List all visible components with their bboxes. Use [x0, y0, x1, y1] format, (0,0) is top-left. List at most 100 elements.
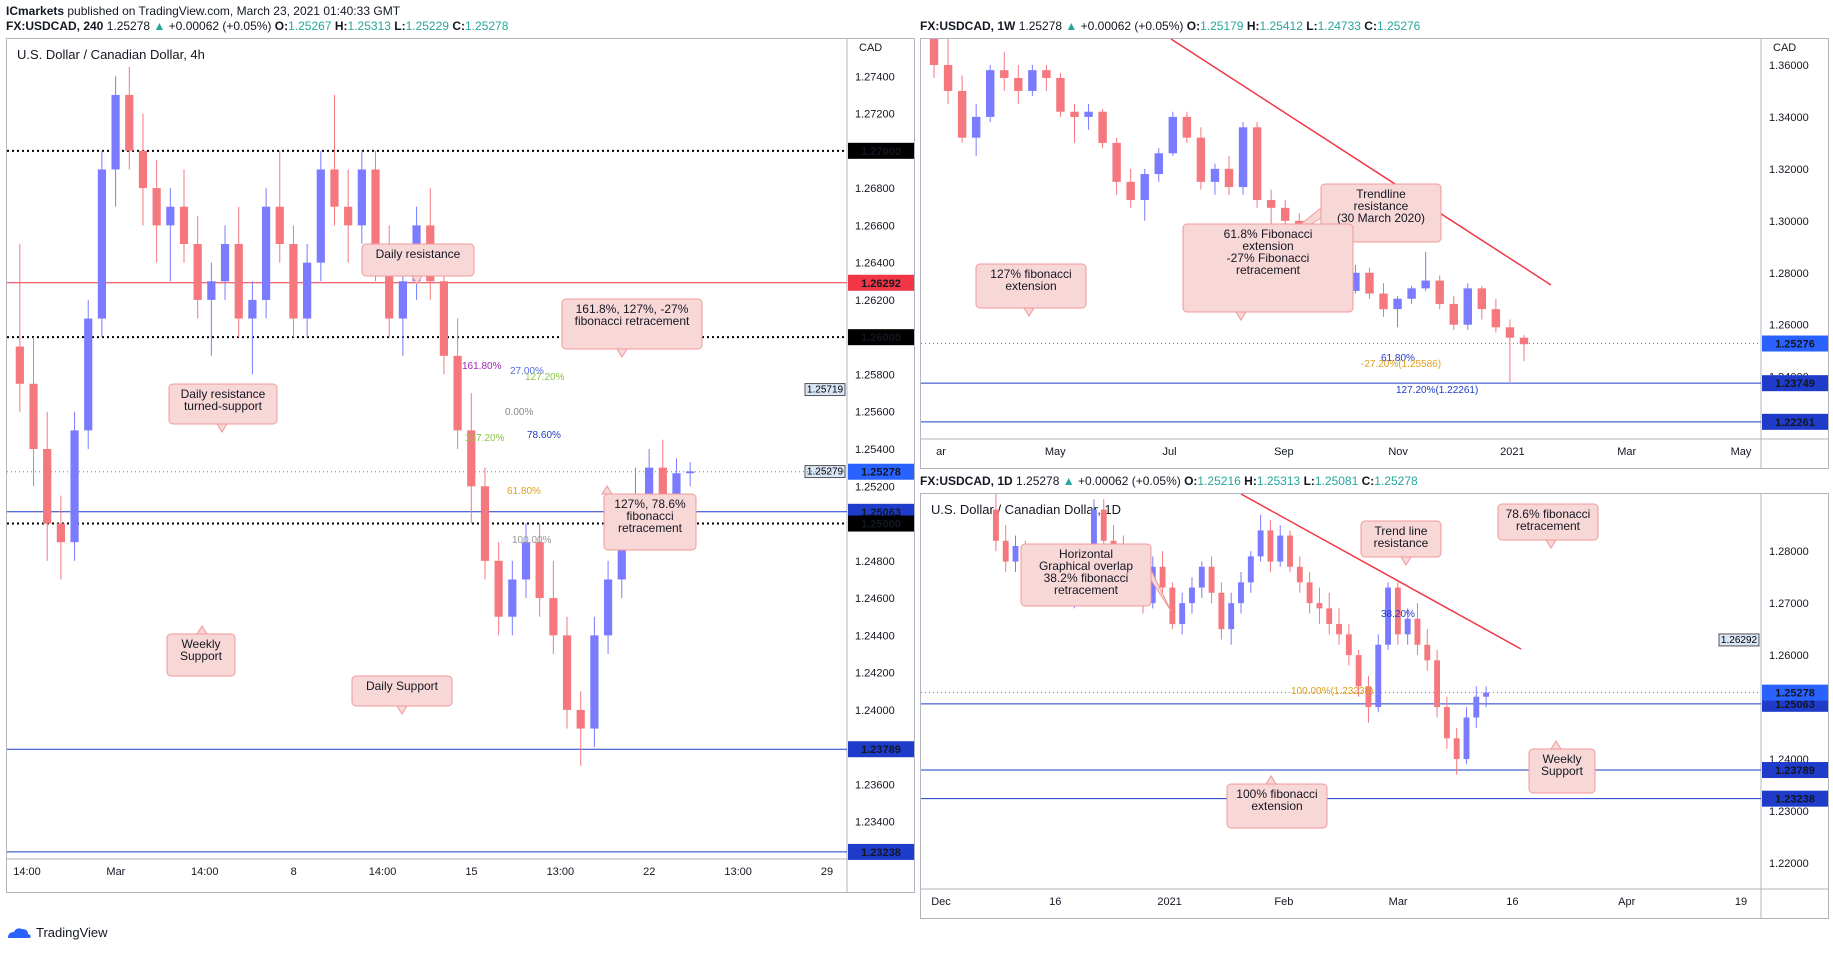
y-tick-label: 1.26400 — [855, 258, 895, 270]
candle-body — [97, 169, 107, 319]
x-tick-label: 14:00 — [13, 866, 41, 878]
candle-body — [1149, 566, 1156, 604]
candle-body — [1404, 618, 1411, 635]
candle-body — [1070, 111, 1079, 117]
candle-body — [111, 94, 120, 170]
x-tick-label: 2021 — [1157, 896, 1181, 908]
change-1d: +0.00062 (+0.05%) — [1077, 474, 1181, 488]
level-price-tag — [848, 142, 914, 159]
annotation-callout: 161.8%, 127%, -27%fibonacci retracement — [561, 298, 703, 358]
candle-body — [330, 169, 339, 207]
close-1d: 1.25278 — [1374, 474, 1418, 488]
candle-body — [467, 430, 476, 487]
candle-body — [1414, 618, 1421, 645]
chart-panel-4h[interactable]: U.S. Dollar / Canadian Dollar, 4h 1.2740… — [6, 38, 915, 893]
y-tick-label: 1.23400 — [855, 817, 895, 829]
chart-4h-svg[interactable]: 1.27400 1.27200 1.26800 1.26600 1.26400 1.262… — [7, 39, 914, 892]
y-tick-label: 1.26800 — [855, 183, 895, 195]
level-price-label: 1.25063 — [1775, 699, 1815, 711]
change-1w: +0.00062 (+0.05%) — [1080, 19, 1184, 33]
candle-body — [1394, 587, 1401, 635]
x-tick-label: 16 — [1506, 896, 1518, 908]
candle-body — [645, 467, 654, 505]
y-tick-label: 1.27000 — [1769, 598, 1809, 610]
y-tick-label: 1.36000 — [1769, 60, 1809, 72]
symbol-line-4h: FX:USDCAD, 240 1.25278 ▲ +0.00062 (+0.05… — [6, 19, 509, 33]
callout-text: fibonacci retracement — [575, 314, 690, 328]
candle-body — [929, 39, 939, 65]
inline-price-tag — [804, 383, 846, 397]
candle-body — [70, 430, 79, 543]
y-tick-label: 1.27400 — [855, 71, 895, 83]
chart-title-1d: U.S. Dollar / Canadian Dollar, 1D — [931, 502, 1122, 517]
candle-body — [453, 355, 462, 431]
callout-pointer — [216, 423, 228, 433]
x-tick-label: 29 — [821, 866, 833, 878]
candle-body — [1287, 535, 1293, 567]
x-tick-label: 16 — [1049, 896, 1061, 908]
candle-body — [344, 206, 353, 226]
level-price-tag — [848, 515, 914, 532]
candle-body — [1218, 592, 1225, 630]
candle-body — [166, 206, 175, 226]
candle-body — [234, 244, 243, 319]
candle-body — [1355, 655, 1362, 687]
x-tick-label: Dec — [931, 896, 951, 908]
callout-text: extension — [1251, 799, 1302, 813]
x-tick-label: Jul — [1163, 446, 1177, 458]
chart-panel-1w[interactable]: 1.36000 1.34000 1.32000 1.30000 1.28000 1.260… — [920, 38, 1829, 469]
low-4h: 1.25229 — [405, 19, 449, 33]
callout-text: Trendline — [1356, 187, 1406, 201]
candle-body — [398, 281, 407, 319]
author[interactable]: ICmarkets — [6, 4, 65, 18]
candle-body — [1238, 582, 1244, 604]
inline-price-label: 1.25279 — [807, 467, 844, 478]
candle-body — [1056, 77, 1065, 112]
fibonacci-label: 27.00% — [510, 366, 544, 377]
last-price-tag — [1762, 335, 1828, 352]
y-tick-label: 1.26000 — [1769, 320, 1809, 332]
candle-body — [1375, 644, 1382, 708]
trendline — [1240, 494, 1522, 650]
candle-body — [43, 449, 52, 524]
callout-text: (30 March 2020) — [1337, 211, 1425, 225]
candle-body — [1277, 535, 1284, 562]
fibonacci-label: 61.80% — [1381, 353, 1415, 364]
symbol-1w: FX:USDCAD, 1W — [920, 19, 1016, 33]
callout-pointer — [396, 705, 408, 715]
chart-panel-1d[interactable]: U.S. Dollar / Canadian Dollar, 1D 1.2800… — [920, 493, 1829, 919]
x-tick-label: 14:00 — [191, 866, 219, 878]
candle-body — [193, 244, 202, 300]
y-tick-label: 1.23000 — [1769, 806, 1809, 818]
y-tick-label: 1.22000 — [1769, 858, 1809, 870]
candle-body — [1252, 127, 1262, 201]
callout-pointer — [601, 485, 613, 495]
candle-body — [1267, 530, 1274, 562]
level-price-tag — [848, 741, 914, 758]
x-tick-label: 22 — [643, 866, 655, 878]
chart-1w-svg[interactable]: 1.36000 1.34000 1.32000 1.30000 1.28000 1.260… — [921, 39, 1828, 468]
callout-box — [561, 298, 703, 350]
candle-body — [1210, 168, 1220, 182]
trendline — [1170, 39, 1552, 286]
candle-body — [1407, 288, 1416, 299]
candle-body — [220, 244, 230, 282]
candle-body — [1443, 707, 1450, 739]
level-price-label: 1.23789 — [861, 744, 901, 756]
callout-text: retracement — [1054, 583, 1119, 597]
tradingview-logo[interactable]: TradingView — [6, 925, 108, 940]
candle-body — [1238, 127, 1248, 188]
callout-text: Weekly — [181, 637, 220, 651]
callout-text: extension — [1005, 279, 1056, 293]
last-1d: 1.25278 — [1016, 474, 1060, 488]
candle-body — [1385, 587, 1391, 645]
up-triangle-icon: ▲ — [1062, 474, 1075, 488]
candle-body — [1477, 288, 1487, 310]
candle-body — [357, 169, 366, 226]
chart-1d-svg[interactable]: 1.280001.270001.260001.240001.230001.220… — [921, 494, 1828, 918]
candle-body — [1002, 540, 1009, 562]
x-tick-label: 13:00 — [547, 866, 575, 878]
candle-body — [1473, 696, 1480, 718]
